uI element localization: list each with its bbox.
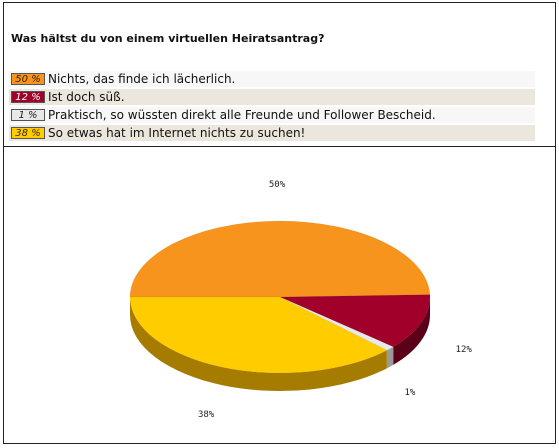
poll-widget: Was hältst du von einem virtuellen Heira…	[3, 2, 556, 444]
pie-slice	[279, 294, 431, 348]
pie-slice-side	[130, 297, 387, 392]
pie-slice-label: 12%	[456, 345, 473, 355]
option-percent: 38 %	[11, 127, 45, 139]
option-percent: 12 %	[11, 91, 45, 103]
poll-option: 12 % Ist doch süß.	[9, 89, 535, 105]
pie-slice-label: 38%	[198, 410, 215, 420]
option-percent: 1 %	[11, 109, 45, 121]
pie-slice	[279, 296, 394, 351]
poll-option: 1 % Praktisch, so wüssten direkt alle Fr…	[9, 107, 535, 123]
option-label: Praktisch, so wüssten direkt alle Freund…	[48, 108, 436, 122]
option-label: Ist doch süß.	[48, 90, 125, 104]
option-percent: 50 %	[11, 73, 45, 85]
divider	[4, 146, 555, 147]
poll-option: 50 % Nichts, das finde ich lächerlich.	[9, 71, 535, 87]
poll-option: 38 % So etwas hat im Internet nichts zu …	[9, 125, 535, 141]
pie-slice-label: 50%	[269, 180, 286, 190]
option-label: Nichts, das finde ich lächerlich.	[48, 72, 236, 86]
pie-slice-label: 1%	[404, 388, 415, 398]
pie-slice-side	[386, 346, 394, 369]
pie-slice	[129, 296, 388, 374]
pie-slice	[129, 220, 431, 298]
option-label: So etwas hat im Internet nichts zu suche…	[48, 126, 306, 140]
pie-slice-side	[393, 297, 431, 365]
pie-chart: 50% 12% 1% 38%	[129, 180, 473, 420]
poll-question: Was hältst du von einem virtuellen Heira…	[11, 32, 325, 45]
